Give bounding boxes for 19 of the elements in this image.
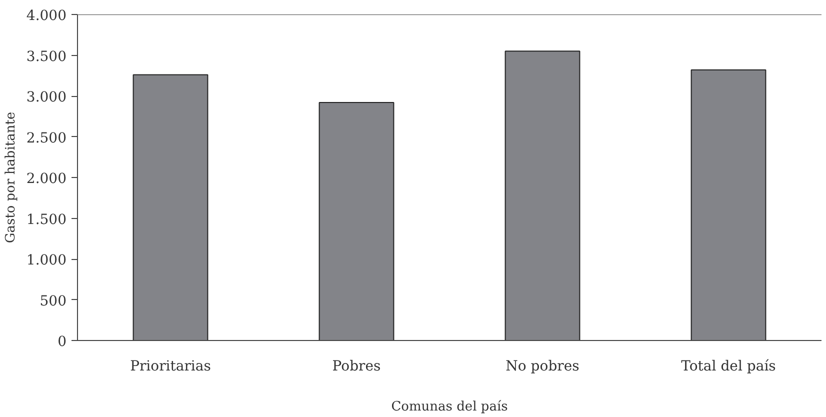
y-tick-label: 1.500: [26, 212, 67, 228]
y-tick-label: 3.000: [26, 90, 67, 106]
y-tick-label: 2.000: [26, 171, 67, 187]
x-axis-title: Comunas del país: [391, 400, 508, 414]
x-tick-label: Pobres: [332, 358, 381, 374]
y-tick-label: 500: [40, 293, 67, 310]
bar: [504, 50, 580, 340]
x-tick-label: Total del país: [681, 358, 776, 374]
bar: [132, 74, 208, 340]
bar: [318, 102, 394, 340]
x-tick-label: No pobres: [506, 358, 580, 374]
y-tick-label: 2.500: [26, 130, 67, 146]
y-tick-label: 1.000: [26, 252, 67, 268]
y-axis-title: Gasto por habitante: [3, 112, 18, 244]
y-tick-label: 3.500: [26, 48, 67, 65]
y-tick-label: 4.000: [26, 8, 67, 24]
bar: [690, 69, 766, 340]
y-tick-label: 0: [58, 334, 67, 350]
x-tick-label: Prioritarias: [130, 358, 211, 374]
